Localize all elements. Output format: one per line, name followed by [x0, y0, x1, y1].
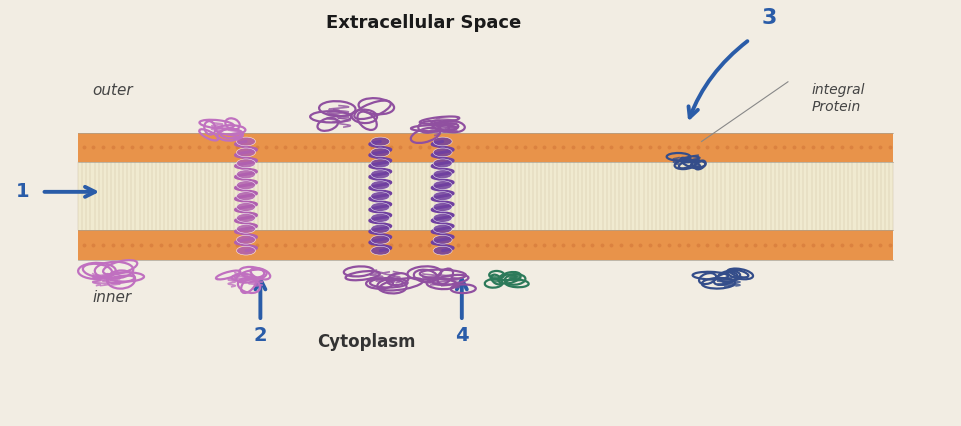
Ellipse shape — [236, 192, 256, 201]
Ellipse shape — [236, 225, 256, 233]
Ellipse shape — [370, 137, 389, 146]
Ellipse shape — [236, 159, 256, 168]
Bar — [78, 162, 893, 230]
Ellipse shape — [370, 170, 389, 178]
Text: 3: 3 — [760, 9, 776, 28]
Text: Extracellular Space: Extracellular Space — [326, 14, 521, 32]
Ellipse shape — [236, 203, 256, 211]
Text: integral
Protein: integral Protein — [811, 83, 865, 114]
Ellipse shape — [236, 137, 256, 146]
Ellipse shape — [370, 148, 389, 157]
Ellipse shape — [432, 148, 452, 157]
Ellipse shape — [370, 213, 389, 222]
Text: outer: outer — [92, 83, 133, 98]
Ellipse shape — [370, 236, 389, 244]
Ellipse shape — [370, 225, 389, 233]
Ellipse shape — [432, 192, 452, 201]
Ellipse shape — [432, 213, 452, 222]
Ellipse shape — [432, 159, 452, 168]
Ellipse shape — [236, 246, 256, 255]
Ellipse shape — [432, 181, 452, 190]
Ellipse shape — [370, 192, 389, 201]
Text: inner: inner — [92, 290, 132, 305]
Ellipse shape — [432, 137, 452, 146]
Ellipse shape — [236, 181, 256, 190]
Ellipse shape — [236, 170, 256, 178]
Text: 1: 1 — [15, 182, 29, 201]
Ellipse shape — [432, 203, 452, 211]
Ellipse shape — [432, 246, 452, 255]
Bar — [78, 132, 893, 162]
Ellipse shape — [236, 148, 256, 157]
Text: 4: 4 — [455, 326, 468, 345]
Ellipse shape — [370, 203, 389, 211]
Ellipse shape — [370, 246, 389, 255]
Ellipse shape — [370, 159, 389, 168]
Ellipse shape — [236, 236, 256, 244]
Bar — [78, 230, 893, 259]
Text: 2: 2 — [254, 326, 267, 345]
Ellipse shape — [432, 225, 452, 233]
Ellipse shape — [236, 213, 256, 222]
Text: Cytoplasm: Cytoplasm — [316, 333, 415, 351]
Ellipse shape — [432, 236, 452, 244]
Ellipse shape — [370, 181, 389, 190]
Ellipse shape — [432, 170, 452, 178]
